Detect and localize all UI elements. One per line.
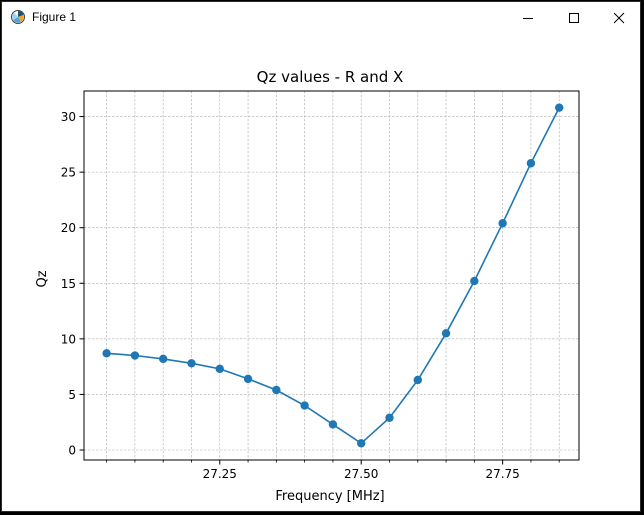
data-point — [159, 354, 168, 364]
y-tick-label: 5 — [68, 388, 76, 402]
y-tick-label: 20 — [61, 221, 76, 235]
data-point — [555, 103, 564, 112]
title-bar[interactable]: Figure 1 — [2, 2, 640, 33]
close-icon — [613, 12, 625, 23]
y-tick-label: 10 — [61, 332, 76, 346]
chart-title: Qz values - R and X — [257, 68, 404, 86]
data-point — [441, 329, 451, 338]
window-title: Figure 1 — [32, 10, 77, 24]
figure-canvas[interactable]: 27.25 27.50 27.75 0 5 10 15 20 25 30 Qz values - … — [2, 33, 640, 511]
data-point — [470, 276, 479, 286]
x-tick-label: 27.75 — [485, 467, 519, 481]
qz-line-chart: 27.25 27.50 27.75 0 5 10 15 20 25 30 Qz values - … — [35, 68, 580, 504]
data-point — [385, 413, 394, 422]
data-point — [187, 359, 196, 368]
minimize-icon — [523, 17, 533, 19]
grid-lines — [84, 91, 579, 460]
y-axis-label: Qz — [35, 270, 50, 287]
maximize-icon — [569, 12, 579, 23]
axes-frame — [83, 90, 580, 461]
data-point — [498, 219, 507, 228]
x-tick-label: 27.50 — [344, 467, 378, 481]
data-point — [102, 349, 111, 358]
y-tick-label: 25 — [61, 166, 76, 180]
x-tick-label: 27.25 — [203, 467, 237, 481]
matplotlib-figure-icon — [10, 9, 26, 25]
maximize-button[interactable] — [551, 2, 597, 33]
data-point — [272, 385, 281, 395]
close-button[interactable] — [596, 2, 642, 33]
axis-ticks: 27.25 27.50 27.75 0 5 10 15 20 25 30 — [61, 110, 560, 481]
data-point — [243, 374, 253, 384]
y-tick-label: 0 — [68, 443, 76, 457]
y-tick-label: 15 — [61, 277, 76, 291]
minimize-button[interactable] — [505, 2, 551, 33]
data-point — [130, 351, 140, 360]
y-tick-label: 30 — [61, 110, 76, 124]
x-axis-label: Frequency [MHz] — [275, 489, 384, 504]
data-point — [300, 401, 309, 410]
data-points — [102, 103, 564, 448]
data-point — [328, 420, 338, 429]
data-point — [526, 159, 536, 168]
data-point — [357, 439, 366, 448]
data-point — [215, 364, 224, 374]
data-point — [413, 375, 422, 385]
